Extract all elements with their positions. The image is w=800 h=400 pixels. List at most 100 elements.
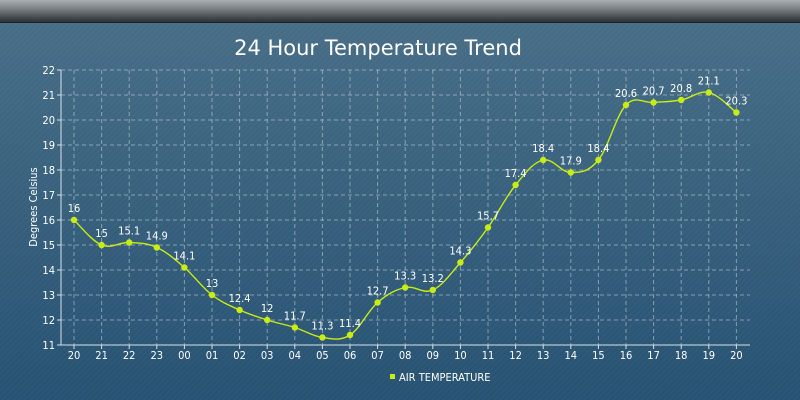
data-point <box>567 169 574 176</box>
data-point <box>484 224 492 231</box>
x-tick-label: 09 <box>427 349 440 362</box>
x-tick-label: 01 <box>206 349 219 362</box>
x-tick-label: 11 <box>482 349 495 362</box>
grid <box>61 69 750 346</box>
data-label: 14.1 <box>173 250 195 263</box>
data-point <box>126 239 133 246</box>
data-label: 13.2 <box>422 272 444 285</box>
legend-label: AIR TEMPERATURE <box>399 371 491 384</box>
data-label: 15.7 <box>477 210 499 223</box>
data-label: 15 <box>95 227 108 240</box>
x-tick-label: 07 <box>371 349 384 362</box>
y-tick-label: 20 <box>42 114 55 127</box>
x-tick-label: 23 <box>151 349 164 362</box>
data-label: 11.7 <box>284 310 306 323</box>
data-label: 11.3 <box>311 320 333 333</box>
data-point <box>236 306 243 314</box>
y-tick-label: 14 <box>42 264 55 277</box>
data-label: 17.4 <box>505 167 527 180</box>
x-tick-label: 04 <box>289 349 302 362</box>
data-point <box>512 181 519 189</box>
x-tick-label: 06 <box>344 349 357 362</box>
x-tick-label: 15 <box>592 349 605 362</box>
y-tick-label: 19 <box>42 139 55 152</box>
x-tick-label: 12 <box>509 349 522 362</box>
data-label: 20.3 <box>725 95 747 108</box>
data-point <box>622 101 630 109</box>
data-label: 14.9 <box>146 230 168 243</box>
data-label: 15.1 <box>118 225 140 238</box>
data-point <box>70 216 78 224</box>
data-label: 14.3 <box>449 245 471 258</box>
y-tick-label: 21 <box>42 89 55 102</box>
x-tick-label: 14 <box>565 349 578 362</box>
data-point <box>98 241 105 249</box>
data-point <box>402 284 409 291</box>
x-tick-label: 08 <box>399 349 412 362</box>
data-point <box>429 286 436 294</box>
background-texture <box>0 23 800 400</box>
data-label: 13.3 <box>394 270 416 283</box>
x-tick-label: 20 <box>68 349 81 362</box>
data-label: 18.4 <box>532 142 554 155</box>
y-tick-label: 18 <box>42 164 55 177</box>
x-tick-label: 03 <box>261 349 274 362</box>
data-point <box>264 316 271 324</box>
y-tick-label: 12 <box>42 314 55 327</box>
x-tick-label: 02 <box>233 349 246 362</box>
data-point <box>540 156 547 164</box>
data-point <box>457 259 464 266</box>
data-label: 20.8 <box>670 82 692 95</box>
data-label: 20.7 <box>643 85 665 98</box>
data-label: 16 <box>68 202 81 215</box>
y-tick-label: 16 <box>42 214 55 227</box>
x-tick-label: 13 <box>537 349 550 362</box>
data-point <box>374 299 381 306</box>
x-tick-label: 00 <box>178 349 191 362</box>
data-point <box>208 291 216 299</box>
y-tick-label: 17 <box>42 189 55 202</box>
data-labels: 16 15 15.1 14.9 14.1 13 12.4 12 11.7 11.3 11.4 12.7… <box>68 75 748 333</box>
data-point <box>733 109 740 116</box>
data-point <box>181 264 188 271</box>
data-point <box>650 99 657 106</box>
legend: AIR TEMPERATURE <box>390 371 491 384</box>
data-label: 11.4 <box>339 317 361 330</box>
x-tick-label: 20 <box>730 349 743 362</box>
x-axis-ticks: 20 21 22 23 00 01 02 03 04 05 06 07 08 09 10 11 12 13 14 15… <box>68 345 743 362</box>
data-point <box>291 324 298 331</box>
legend-swatch <box>390 374 395 379</box>
data-point <box>319 334 326 341</box>
x-tick-label: 21 <box>95 349 108 362</box>
x-tick-label: 16 <box>620 349 633 362</box>
chart-title: 24 Hour Temperature Trend <box>234 36 522 60</box>
data-point <box>153 244 160 251</box>
y-tick-label: 13 <box>42 289 55 302</box>
y-tick-label: 15 <box>42 239 55 252</box>
data-label: 18.4 <box>587 142 609 155</box>
data-label: 20.6 <box>615 87 637 100</box>
y-axis-title: Degrees Celsius <box>27 167 40 246</box>
x-tick-label: 19 <box>703 349 716 362</box>
data-label: 12.7 <box>367 285 389 298</box>
series-air-temperature <box>70 89 740 341</box>
y-tick-label: 11 <box>42 339 55 352</box>
top-bar <box>0 0 800 23</box>
data-point <box>705 89 712 96</box>
data-point <box>595 156 602 164</box>
y-axis-ticks: 11 12 13 14 15 16 17 18 19 20 21 22 <box>42 64 61 352</box>
x-tick-label: 18 <box>675 349 688 362</box>
data-label: 12 <box>261 302 274 315</box>
data-point <box>346 331 354 339</box>
x-tick-label: 10 <box>454 349 467 362</box>
data-label: 13 <box>206 277 219 290</box>
data-label: 12.4 <box>229 292 251 305</box>
data-point <box>678 96 685 104</box>
y-tick-label: 22 <box>42 64 55 77</box>
x-tick-label: 22 <box>123 349 136 362</box>
data-label: 17.9 <box>560 155 582 168</box>
data-label: 21.1 <box>698 75 720 88</box>
x-tick-label: 17 <box>647 349 660 362</box>
